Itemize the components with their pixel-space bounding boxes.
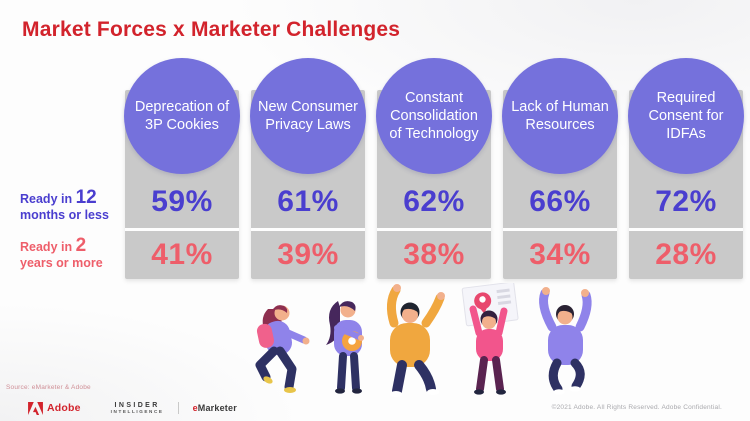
- footer-logos: Adobe INSIDER INTELLIGENCE eMarketer: [28, 399, 237, 417]
- challenge-columns: Deprecation of 3P Cookies 59% 41% New Co…: [124, 58, 744, 279]
- ready-12mo-value: 72%: [655, 185, 717, 218]
- page-title: Market Forces x Marketer Challenges: [22, 18, 401, 41]
- ready-12mo-band: 66%: [503, 176, 617, 228]
- challenge-column-idfa-consent: Required Consent for IDFAs 72% 28%: [628, 58, 744, 279]
- band-divider: [377, 228, 491, 231]
- copyright-text: ©2021 Adobe. All Rights Reserved. Adobe …: [551, 404, 722, 411]
- ready-12mo-value: 62%: [403, 185, 465, 218]
- ready-2yr-value: 34%: [529, 238, 591, 271]
- row-label-ready-12-months: Ready in 12 months or less: [20, 187, 122, 223]
- adobe-logo: Adobe: [28, 401, 81, 415]
- row-label-prefix: Ready in: [20, 240, 76, 254]
- emarketer-logo: eMarketer: [193, 403, 237, 413]
- ready-2yr-band: 34%: [503, 231, 617, 279]
- person-jumping: [539, 287, 592, 395]
- challenge-circle: Deprecation of 3P Cookies: [124, 58, 240, 174]
- ready-12mo-value: 61%: [277, 185, 339, 218]
- person-with-ring: [326, 301, 364, 394]
- emarketer-rest: Marketer: [197, 403, 237, 413]
- person-running: [255, 305, 310, 393]
- row-label-ready-2-years: Ready in 2 years or more: [20, 235, 122, 271]
- insider-line1: INSIDER: [114, 401, 160, 409]
- adobe-a-icon: [28, 401, 43, 415]
- challenge-column-human-resources: Lack of Human Resources 66% 34%: [502, 58, 618, 279]
- ready-12mo-value: 59%: [151, 185, 213, 218]
- ready-2yr-band: 38%: [377, 231, 491, 279]
- row-label-number: 12: [75, 187, 97, 208]
- challenge-circle: New Consumer Privacy Laws: [250, 58, 366, 174]
- ready-2yr-value: 41%: [151, 238, 213, 271]
- ready-2yr-band: 41%: [125, 231, 239, 279]
- insider-line2: INTELLIGENCE: [110, 408, 164, 414]
- source-note: Source: eMarketer & Adobe: [6, 384, 91, 391]
- challenge-column-tech-consolidation: Constant Consolidation of Technology 62%…: [376, 58, 492, 279]
- row-label-number: 2: [75, 235, 87, 256]
- challenge-circle: Lack of Human Resources: [502, 58, 618, 174]
- ready-2yr-band: 39%: [251, 231, 365, 279]
- logo-divider: [177, 402, 179, 414]
- person-arms-raised: [386, 284, 445, 397]
- insider-intelligence-logo: INSIDER INTELLIGENCE: [111, 402, 164, 415]
- ready-2yr-value: 39%: [277, 238, 339, 271]
- ready-12mo-band: 62%: [377, 176, 491, 228]
- people-illustration: [255, 283, 592, 397]
- row-label-suffix: months or less: [20, 208, 109, 222]
- ready-2yr-band: 28%: [629, 231, 743, 279]
- row-label-prefix: Ready in: [20, 192, 76, 206]
- challenge-column-3p-cookies: Deprecation of 3P Cookies 59% 41%: [124, 58, 240, 279]
- challenge-circle: Constant Consolidation of Technology: [376, 58, 492, 174]
- adobe-wordmark: Adobe: [47, 402, 81, 414]
- emarketer-e: e: [192, 403, 198, 413]
- challenge-circle: Required Consent for IDFAs: [628, 58, 744, 174]
- ready-2yr-value: 28%: [655, 238, 717, 271]
- row-label-suffix: years or more: [20, 256, 103, 270]
- ready-12mo-band: 72%: [629, 176, 743, 228]
- ready-12mo-band: 59%: [125, 176, 239, 228]
- ready-12mo-value: 66%: [529, 185, 591, 218]
- band-divider: [503, 228, 617, 231]
- challenge-column-privacy-laws: New Consumer Privacy Laws 61% 39%: [250, 58, 366, 279]
- band-divider: [251, 228, 365, 231]
- band-divider: [125, 228, 239, 231]
- ready-2yr-value: 38%: [403, 238, 465, 271]
- band-divider: [629, 228, 743, 231]
- person-with-map: [461, 283, 519, 395]
- ready-12mo-band: 61%: [251, 176, 365, 228]
